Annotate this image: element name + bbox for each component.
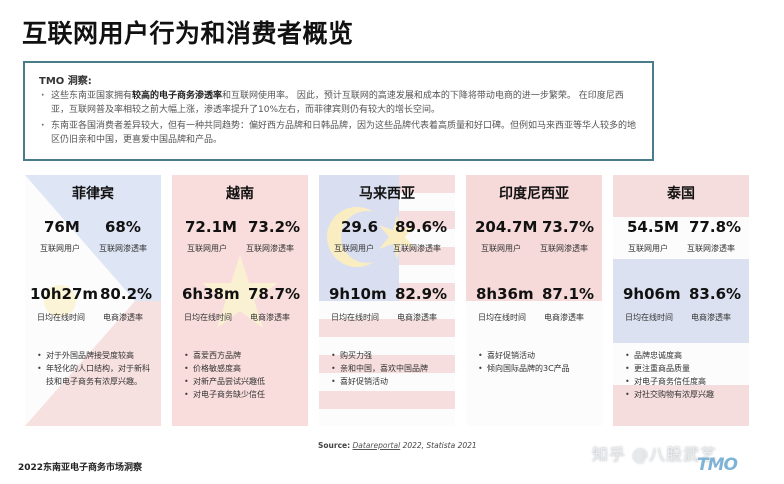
internet-penetration-label: 互联网渗透率 [687, 244, 735, 253]
insight-box: TMO 洞察: 这些东南亚国家拥有较高的电子商务渗透率和互联网使用率。 因此，预… [23, 61, 654, 161]
daily-online-value: 8h36m [476, 285, 534, 303]
country-card-thailand: 泰国 54.5M 77.8% 互联网用户 互联网渗透率 9h06m 83.6% … [613, 175, 749, 426]
source-label: Source: [318, 441, 351, 450]
internet-penetration-label: 互联网渗透率 [393, 244, 441, 253]
ecommerce-penetration-value: 83.6% [689, 285, 742, 303]
daily-online-label: 日均在线时间 [331, 313, 379, 322]
list-item: 年轻化的人口结构，对于新科技和电子商务有浓厚兴趣。 [37, 362, 155, 388]
internet-penetration-value: 68% [105, 218, 141, 236]
internet-users-value: 72.1M [185, 218, 237, 236]
list-item: 购买力强 [331, 349, 449, 362]
tmo-logo: TMO [697, 455, 738, 475]
ecommerce-penetration-value: 78.7% [248, 285, 301, 303]
internet-users-value: 76M [44, 218, 80, 236]
list-item: 亲和中国，喜欢中国品牌 [331, 362, 449, 375]
internet-penetration-value: 73.2% [248, 218, 301, 236]
list-item: 喜好促销活动 [478, 349, 596, 362]
internet-penetration-value: 77.8% [689, 218, 742, 236]
list-item: 品牌忠诚度高 [625, 349, 743, 362]
country-name: 泰国 [667, 186, 695, 202]
page-title: 互联网用户行为和消费者概览 [22, 19, 354, 48]
ecommerce-penetration-label: 电商渗透率 [397, 313, 437, 322]
country-name: 菲律宾 [72, 186, 114, 202]
country-name: 越南 [226, 186, 254, 202]
country-card-vietnam: 越南 72.1M 73.2% 互联网用户 互联网渗透率 6h38m 78.7% … [172, 175, 308, 426]
internet-users-value: 204.7M [475, 218, 538, 236]
internet-users-label: 互联网用户 [334, 244, 374, 253]
ecommerce-penetration-value: 82.9% [395, 285, 448, 303]
internet-penetration-value: 89.6% [395, 218, 448, 236]
country-name: 印度尼西亚 [499, 186, 569, 202]
daily-online-label: 日均在线时间 [184, 313, 232, 322]
internet-users-label: 互联网用户 [40, 244, 80, 253]
list-item: 对于外国品牌接受度较高 [37, 349, 155, 362]
internet-penetration-value: 73.7% [542, 218, 595, 236]
ecommerce-penetration-label: 电商渗透率 [103, 313, 143, 322]
list-item: 喜好促销活动 [331, 375, 449, 388]
country-name: 马来西亚 [359, 186, 415, 202]
daily-online-label: 日均在线时间 [478, 313, 526, 322]
internet-users-value: 54.5M [627, 218, 679, 236]
insight-list: 这些东南亚国家拥有较高的电子商务渗透率和互联网使用率。 因此，预计互联网的高速发… [39, 89, 638, 147]
source-rest: 2022, Statista 2021 [400, 441, 477, 450]
list-item: 倾向国际品牌的3C产品 [478, 362, 596, 375]
traits-list: 购买力强 亲和中国，喜欢中国品牌 喜好促销活动 [331, 349, 449, 388]
ecommerce-penetration-value: 87.1% [542, 285, 595, 303]
traits-list: 对于外国品牌接受度较高 年轻化的人口结构，对于新科技和电子商务有浓厚兴趣。 [37, 349, 155, 388]
ecommerce-penetration-label: 电商渗透率 [544, 313, 584, 322]
internet-users-label: 互联网用户 [481, 244, 521, 253]
daily-online-label: 日均在线时间 [37, 313, 85, 322]
list-item: 更注重商品质量 [625, 362, 743, 375]
insight-bullet-1: 这些东南亚国家拥有较高的电子商务渗透率和互联网使用率。 因此，预计互联网的高速发… [39, 89, 638, 117]
daily-online-value: 10h27m [30, 285, 99, 303]
insight-heading: TMO 洞察: [39, 76, 92, 87]
watermark-text: 知乎 @八股武艺 [592, 445, 718, 464]
list-item: 对电子商务缺少信任 [184, 388, 302, 401]
traits-list: 品牌忠诚度高 更注重商品质量 对电子商务信任度高 对社交购物有浓厚兴趣 [625, 349, 743, 401]
daily-online-value: 9h10m [329, 285, 387, 303]
internet-penetration-label: 互联网渗透率 [246, 244, 294, 253]
source-citation: Source: Datareportal 2022, Statista 2021 [318, 441, 477, 450]
list-item: 对新产品尝试兴趣低 [184, 375, 302, 388]
country-card-philippines: 菲律宾 76M 68% 互联网用户 互联网渗透率 10h27m 80.2% 日均… [25, 175, 161, 426]
daily-online-value: 6h38m [182, 285, 240, 303]
internet-users-label: 互联网用户 [628, 244, 668, 253]
ecommerce-penetration-value: 80.2% [100, 285, 153, 303]
list-item: 对社交购物有浓厚兴趣 [625, 388, 743, 401]
internet-users-label: 互联网用户 [187, 244, 227, 253]
ecommerce-penetration-label: 电商渗透率 [250, 313, 290, 322]
list-item: 对电子商务信任度高 [625, 375, 743, 388]
country-card-malaysia: 马来西亚 29.6 89.6% 互联网用户 互联网渗透率 9h10m 82.9%… [319, 175, 455, 426]
ecommerce-penetration-label: 电商渗透率 [691, 313, 731, 322]
insight-bullet-2: 东南亚各国消费者差异较大，但有一种共同趋势：偏好西方品牌和日韩品牌，因为这些品牌… [39, 119, 638, 147]
internet-users-value: 29.6 [341, 218, 379, 236]
country-card-indonesia: 印度尼西亚 204.7M 73.7% 互联网用户 互联网渗透率 8h36m 87… [466, 175, 602, 426]
list-item: 喜爱西方品牌 [184, 349, 302, 362]
internet-penetration-label: 互联网渗透率 [540, 244, 588, 253]
list-item: 价格敏感度高 [184, 362, 302, 375]
footer-title: 2022东南亚电子商务市场洞察 [18, 463, 143, 473]
daily-online-label: 日均在线时间 [625, 313, 673, 322]
source-link[interactable]: Datareportal [352, 441, 401, 450]
traits-list: 喜爱西方品牌 价格敏感度高 对新产品尝试兴趣低 对电子商务缺少信任 [184, 349, 302, 401]
daily-online-value: 9h06m [623, 285, 681, 303]
internet-penetration-label: 互联网渗透率 [99, 244, 147, 253]
traits-list: 喜好促销活动 倾向国际品牌的3C产品 [478, 349, 596, 375]
